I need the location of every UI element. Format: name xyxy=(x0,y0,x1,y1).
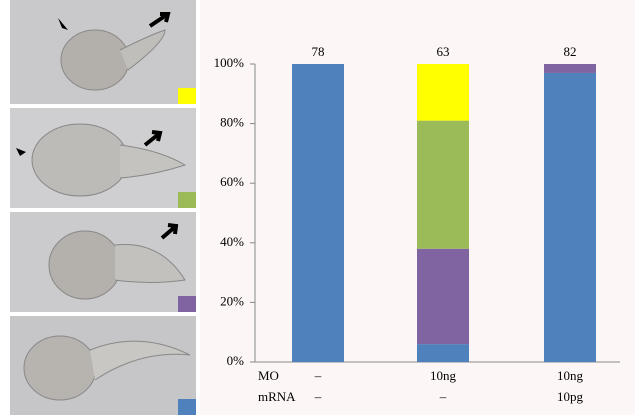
row-cell: 10ng xyxy=(430,368,457,383)
row-label: mRNA xyxy=(258,389,296,404)
row-cell: – xyxy=(314,389,322,404)
bar-segment xyxy=(544,64,596,73)
embryo xyxy=(49,231,121,299)
bar-segment xyxy=(417,249,469,344)
row-cell: 10pg xyxy=(557,389,584,404)
bar-segment xyxy=(544,73,596,362)
y-tick-label: 40% xyxy=(220,234,244,249)
bar-segment xyxy=(417,344,469,362)
y-tick-label: 20% xyxy=(220,293,244,308)
legend-swatch xyxy=(178,88,196,104)
row-cell: – xyxy=(314,368,322,383)
legend-swatch xyxy=(178,399,196,415)
legend-swatch xyxy=(178,192,196,208)
embryo-panels xyxy=(10,0,196,415)
bar-segment xyxy=(292,64,344,362)
count-label: 82 xyxy=(564,44,577,59)
row-label: MO xyxy=(258,368,279,383)
bar-segment xyxy=(417,121,469,249)
row-cell: – xyxy=(439,389,447,404)
y-tick-label: 0% xyxy=(227,353,245,368)
bar-segment xyxy=(417,64,469,121)
y-tick-label: 60% xyxy=(220,174,244,189)
row-cell: 10ng xyxy=(557,368,584,383)
y-tick-label: 80% xyxy=(220,115,244,130)
embryo xyxy=(32,124,128,196)
embryo xyxy=(24,336,96,400)
count-label: 78 xyxy=(312,44,325,59)
legend-swatch xyxy=(178,296,196,312)
figure: 0% 20% 40% 60% 80% 100% 78 63 82 MO – 10ng 10ng mRNA –… xyxy=(0,0,635,415)
embryo xyxy=(61,30,129,90)
y-tick-label: 100% xyxy=(214,55,245,70)
count-label: 63 xyxy=(437,44,450,59)
